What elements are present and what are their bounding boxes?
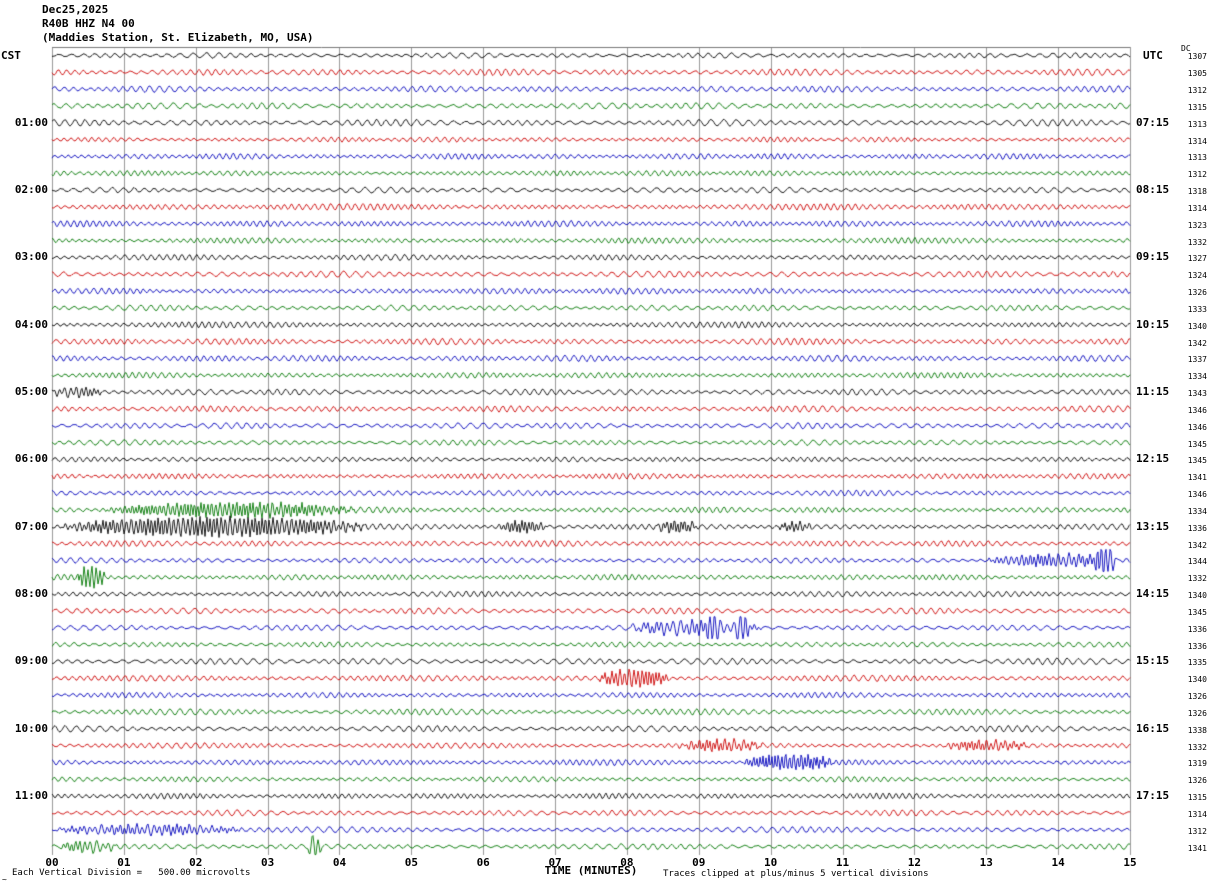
minute-tick-label: 09 — [692, 856, 706, 869]
dc-offset-value: 1340 — [1187, 591, 1207, 601]
minute-tick-label: 00 — [45, 856, 59, 869]
dc-offset-value: 1312 — [1187, 826, 1207, 836]
dc-offset-value: 1312 — [1187, 170, 1207, 180]
dc-offset-value: 1340 — [1187, 675, 1207, 685]
utc-hour-label: 15:15 — [1136, 654, 1170, 668]
minute-tick-label: 01 — [117, 856, 131, 869]
dc-offset-value: 1334 — [1187, 372, 1207, 382]
minute-tick-label: 04 — [332, 856, 347, 869]
dc-offset-value: 1326 — [1187, 776, 1207, 786]
cst-hour-label: 02:00 — [14, 183, 48, 197]
cst-hour-label: 04:00 — [14, 317, 48, 331]
scale-note: Each Vertical Division = 500.00 microvol… — [12, 868, 251, 878]
dc-offset-value: 1338 — [1187, 725, 1207, 735]
clip-note: Traces clipped at plus/minus 5 vertical … — [663, 869, 929, 879]
dc-offset-value: 1312 — [1187, 86, 1207, 96]
dc-offset-value: 1305 — [1187, 69, 1207, 79]
dc-offset-value: 1327 — [1187, 254, 1207, 264]
cst-hour-label: 11:00 — [14, 789, 48, 803]
dc-offset-value: 1313 — [1187, 119, 1207, 129]
dc-offset-value: 1337 — [1187, 355, 1207, 365]
dc-offset-value: 1318 — [1187, 187, 1207, 197]
dc-column-label: DC — [1181, 44, 1191, 53]
utc-hour-label: 10:15 — [1136, 317, 1170, 331]
dc-offset-value: 1323 — [1187, 220, 1207, 230]
dc-offset-value: 1307 — [1187, 52, 1207, 62]
dc-offset-value: 1341 — [1187, 843, 1207, 853]
cst-hour-label: 08:00 — [14, 587, 48, 601]
cst-hour-label: 06:00 — [14, 452, 48, 466]
dc-offset-value: 1345 — [1187, 439, 1207, 449]
minute-tick-label: 15 — [1123, 856, 1137, 869]
dc-offset-value: 1335 — [1187, 658, 1207, 668]
utc-hour-label: 17:15 — [1136, 789, 1170, 803]
dc-offset-value: 1333 — [1187, 304, 1207, 314]
date-line: Dec25,2025 — [42, 3, 109, 16]
location-line: (Maddies Station, St. Elizabeth, MO, USA… — [42, 31, 314, 44]
dc-offset-value: 1314 — [1187, 809, 1207, 819]
dc-offset-value: 1326 — [1187, 708, 1207, 718]
utc-hour-label: 09:15 — [1136, 250, 1170, 264]
left-timezone-label: CST — [1, 49, 21, 62]
dc-offset-value: 1332 — [1187, 574, 1207, 584]
cst-hour-label: 10:00 — [14, 721, 48, 735]
minute-tick-label: 11 — [835, 856, 850, 869]
minute-tick-label: 14 — [1051, 856, 1065, 869]
dc-offset-value: 1314 — [1187, 203, 1207, 213]
utc-hour-label: 13:15 — [1136, 519, 1170, 533]
dc-offset-value: 1340 — [1187, 321, 1207, 331]
dc-offset-value: 1342 — [1187, 338, 1207, 348]
minute-tick-label: 08 — [620, 856, 634, 869]
utc-hour-label: 12:15 — [1136, 452, 1170, 466]
dc-offset-value: 1319 — [1187, 759, 1207, 769]
utc-hour-label: 07:15 — [1136, 115, 1170, 129]
dc-offset-value: 1326 — [1187, 288, 1207, 298]
minute-tick-label: 02 — [189, 856, 203, 869]
dc-offset-value: 1345 — [1187, 607, 1207, 617]
dc-offset-value: 1314 — [1187, 136, 1207, 146]
dc-offset-value: 1342 — [1187, 540, 1207, 550]
x-axis-title: TIME (MINUTES) — [544, 864, 638, 877]
dc-offset-value: 1315 — [1187, 102, 1207, 112]
cst-hour-label: 03:00 — [14, 250, 48, 264]
dc-offset-value: 1332 — [1187, 237, 1207, 247]
dc-offset-value: 1345 — [1187, 456, 1207, 466]
station-line: R40B HHZ N4 00 — [42, 17, 135, 30]
scale-wave-glyph: ~ — [2, 875, 7, 884]
dc-offset-value: 1346 — [1187, 422, 1207, 432]
dc-offset-value: 1313 — [1187, 153, 1207, 163]
minute-tick-label: 06 — [476, 856, 490, 869]
minute-tick-label: 13 — [979, 856, 993, 869]
dc-offset-value: 1336 — [1187, 523, 1207, 533]
utc-hour-label: 11:15 — [1136, 385, 1170, 399]
right-timezone-label: UTC — [1143, 49, 1163, 62]
cst-hour-label: 01:00 — [14, 115, 48, 129]
dc-offset-value: 1326 — [1187, 692, 1207, 702]
dc-offset-value: 1336 — [1187, 624, 1207, 634]
minute-tick-label: 12 — [907, 856, 922, 869]
cst-hour-label: 09:00 — [14, 654, 48, 668]
dc-offset-value: 1336 — [1187, 641, 1207, 651]
dc-offset-value: 1324 — [1187, 271, 1207, 281]
dc-offset-value: 1343 — [1187, 389, 1207, 399]
dc-offset-value: 1334 — [1187, 506, 1207, 516]
utc-hour-label: 16:15 — [1136, 721, 1170, 735]
minute-tick-label: 03 — [260, 856, 275, 869]
dc-offset-value: 1346 — [1187, 405, 1207, 415]
minute-tick-label: 07 — [548, 856, 562, 869]
minute-tick-label: 10 — [764, 856, 778, 869]
dc-offset-value: 1332 — [1187, 742, 1207, 752]
dc-offset-value: 1341 — [1187, 473, 1207, 483]
cst-hour-label: 05:00 — [14, 385, 48, 399]
cst-hour-label: 07:00 — [14, 519, 48, 533]
dc-offset-value: 1344 — [1187, 557, 1207, 567]
utc-hour-label: 14:15 — [1136, 587, 1170, 601]
dc-offset-value: 1315 — [1187, 793, 1207, 803]
minute-tick-label: 05 — [404, 856, 418, 869]
utc-hour-label: 08:15 — [1136, 183, 1170, 197]
dc-offset-value: 1346 — [1187, 490, 1207, 500]
